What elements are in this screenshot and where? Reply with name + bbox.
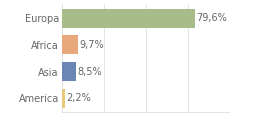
Bar xyxy=(62,9,195,28)
Text: 2,2%: 2,2% xyxy=(67,93,91,103)
Text: 79,6%: 79,6% xyxy=(197,13,227,23)
Text: 8,5%: 8,5% xyxy=(77,67,102,77)
Bar xyxy=(62,35,78,54)
Bar xyxy=(62,89,65,108)
Bar xyxy=(62,62,76,81)
Text: 9,7%: 9,7% xyxy=(79,40,104,50)
